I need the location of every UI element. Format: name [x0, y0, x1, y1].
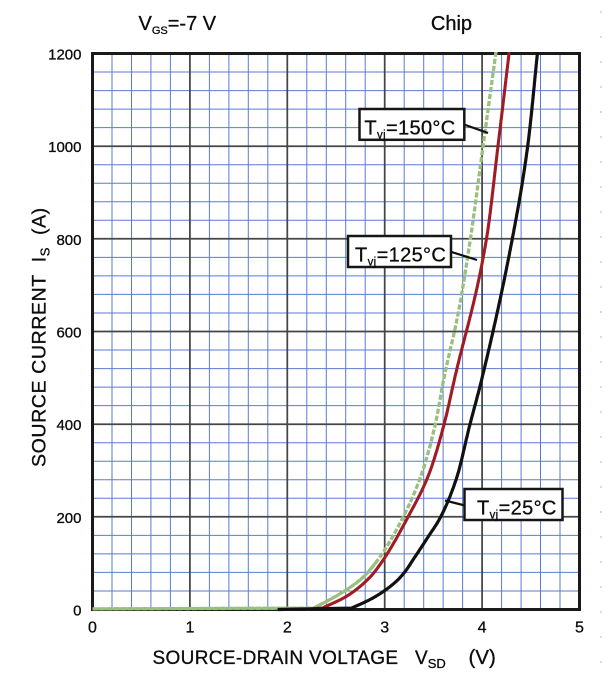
svg-text:4: 4	[478, 620, 487, 637]
svg-text:0: 0	[88, 620, 97, 637]
svg-text:(V): (V)	[469, 646, 496, 669]
svg-text:VGS=-7 V: VGS=-7 V	[139, 13, 217, 37]
svg-text:400: 400	[56, 417, 81, 434]
svg-text:200: 200	[56, 510, 81, 527]
svg-text:Tvj=125°C: Tvj=125°C	[355, 244, 446, 268]
svg-text:Chip: Chip	[431, 13, 472, 35]
svg-text:Tvj=25°C: Tvj=25°C	[477, 497, 557, 521]
svg-text:2: 2	[283, 620, 292, 637]
svg-text:VSD: VSD	[415, 648, 446, 671]
svg-text:1000: 1000	[48, 139, 81, 156]
svg-text:SOURCE CURRENT IS (A): SOURCE CURRENT IS (A)	[29, 207, 53, 467]
svg-text:800: 800	[56, 232, 81, 249]
svg-text:SOURCE-DRAIN VOLTAGE: SOURCE-DRAIN VOLTAGE	[153, 648, 399, 669]
svg-text:5: 5	[575, 620, 584, 637]
svg-text:600: 600	[56, 325, 81, 342]
svg-text:1: 1	[185, 620, 194, 637]
svg-text:1200: 1200	[48, 47, 81, 64]
svg-text:3: 3	[380, 620, 389, 637]
svg-text:0: 0	[73, 603, 81, 620]
